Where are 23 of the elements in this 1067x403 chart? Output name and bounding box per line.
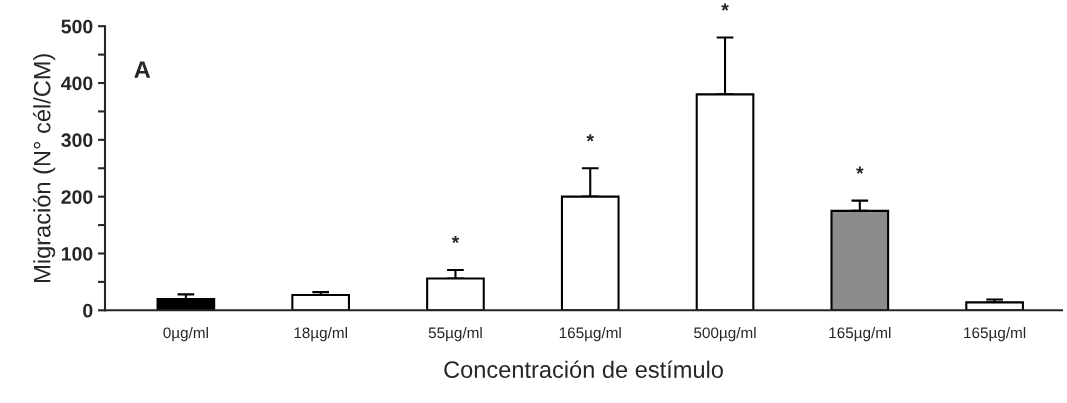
y-tick-label: 500 [61,19,93,34]
bar [156,297,216,311]
y-tick-label: 200 [61,190,93,204]
x-tick-label: 165µg/ml [829,326,891,342]
x-tick-label: 165µg/ml [964,326,1026,342]
x-axis-title: Concentración de estímulo [444,360,723,379]
x-tick-label: 55µg/ml [428,326,482,342]
y-tick-label: 400 [61,76,93,91]
x-tick-label: 0µg/ml [163,326,208,342]
x-tick-label: 165µg/ml [559,326,621,342]
annotation: * [451,235,460,244]
annotation: * [721,3,729,11]
bar [291,293,351,311]
x-tick-label: 18µg/ml [294,326,347,342]
y-tick-label: 0 [83,303,93,318]
y-tick-label: 100 [61,246,93,261]
x-tick-label: 500µg/ml [694,326,756,342]
annotation: A [134,61,151,78]
y-axis-title: Migración (N° cél/CM) [32,54,56,282]
annotation: * [586,134,594,142]
y-tick-label: 300 [61,133,93,148]
bar [965,301,1024,311]
annotation: * [856,166,864,174]
